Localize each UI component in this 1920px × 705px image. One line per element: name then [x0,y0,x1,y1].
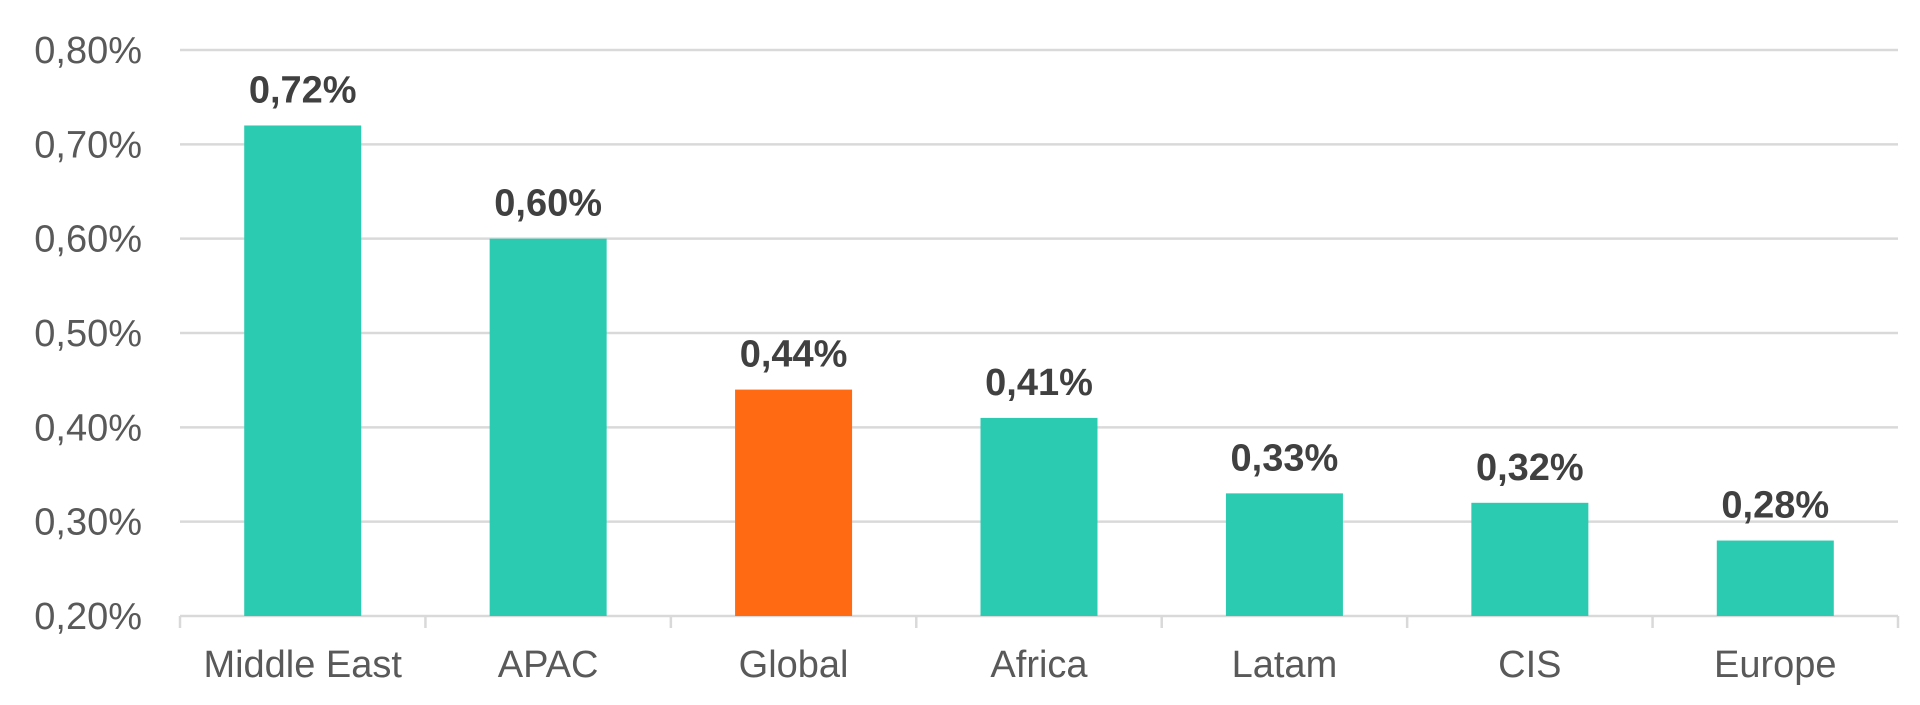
x-tick-label-africa: Africa [990,644,1088,686]
data-label-cis: 0,32% [1476,447,1584,489]
x-tick-label-apac: APAC [498,644,599,686]
bar-cis [1471,502,1589,616]
bar-middle-east [244,125,362,616]
data-label-latam: 0,33% [1231,437,1339,479]
grid-layer [180,48,1898,523]
data-label-middle-east: 0,72% [249,69,357,111]
x-tick-label-europe: Europe [1714,644,1837,686]
y-tick-label-6: 0,80% [34,30,142,72]
axis-layer: 0,20% 0,30% 0,40% 0,50% 0,60% 0,70% 0,80% Middl… [34,30,1900,686]
bar-europe [1716,540,1834,616]
x-tick-label-global: Global [739,644,849,686]
data-label-europe: 0,28% [1721,485,1829,527]
y-tick-label-4: 0,60% [34,219,142,261]
data-label-apac: 0,60% [494,183,602,225]
bar-layer [244,125,1834,616]
data-label-africa: 0,41% [985,362,1093,404]
bar-latam [1225,493,1343,616]
bar-africa [980,417,1098,616]
x-tick-label-latam: Latam [1232,644,1338,686]
bar-global [735,389,853,616]
x-tick-label-cis: CIS [1498,644,1561,686]
label-layer: 0,72% 0,60% 0,44% 0,41% 0,33% 0,32% 0,28% [249,69,1829,526]
y-tick-label-3: 0,50% [34,313,142,355]
x-tick-label-middle-east: Middle East [203,644,402,686]
y-tick-label-1: 0,30% [34,502,142,544]
y-tick-label-0: 0,20% [34,596,142,638]
y-tick-label-2: 0,40% [34,407,142,449]
data-label-global: 0,44% [740,334,848,376]
y-tick-label-5: 0,70% [34,124,142,166]
bar-apac [489,238,607,616]
